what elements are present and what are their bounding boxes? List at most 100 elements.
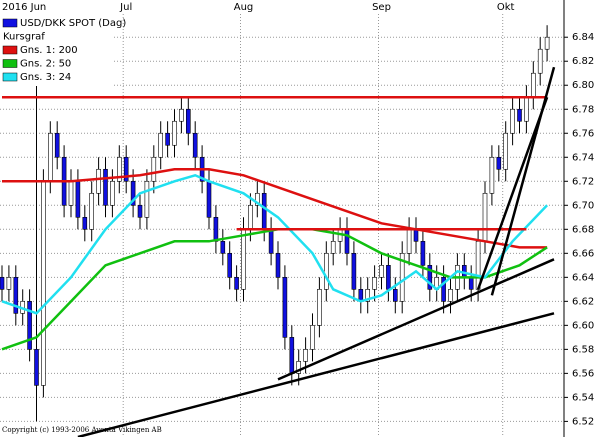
candle-body: [96, 168, 101, 194]
candle-body: [220, 241, 226, 254]
candle-body: [386, 265, 391, 290]
candle-body: [392, 289, 398, 302]
candle-body: [406, 229, 412, 254]
candle-body: [482, 192, 488, 242]
candle-body: [489, 156, 495, 194]
trend-line: [277, 258, 555, 381]
candle-body: [365, 289, 371, 302]
candle-body: [186, 108, 191, 134]
candle-body: [537, 48, 543, 74]
candle-body: [213, 216, 219, 242]
candle-body: [330, 241, 336, 254]
candle-body: [151, 156, 157, 182]
candle-body: [372, 277, 377, 290]
candle-body: [399, 253, 405, 302]
x-tick-label: Okt: [497, 2, 515, 13]
y-tick-label: 6.72: [572, 176, 594, 187]
x-tick-label: 2016 Jun: [2, 2, 46, 13]
y-tick-label: 6.60: [572, 320, 594, 331]
legend-label: Gns. 1: 200: [20, 45, 78, 56]
candle-body: [468, 277, 474, 290]
candle-body: [172, 120, 177, 146]
y-tick-label: 6.76: [572, 128, 594, 139]
candle-body: [137, 204, 143, 218]
candle-body: [117, 156, 122, 182]
y-tick-label: 6.62: [572, 296, 594, 307]
candle-body: [420, 241, 426, 266]
candle-body: [524, 96, 529, 122]
candle-body: [496, 156, 502, 170]
y-tick-label: 6.70: [572, 200, 594, 211]
candle-body: [179, 108, 184, 122]
candle-body: [34, 349, 39, 386]
x-tick-label: Sep: [372, 2, 391, 13]
candle-body: [261, 192, 267, 230]
candle-body: [227, 253, 232, 278]
legend-box: [0, 15, 112, 86]
trend-line: [77, 312, 555, 437]
candle-body: [517, 108, 522, 122]
candle-body: [6, 277, 12, 290]
candle-body: [54, 132, 60, 158]
y-tick-label: 6.56: [572, 368, 594, 379]
candle-body: [503, 132, 509, 170]
candle-body: [530, 72, 536, 98]
legend-label: Gns. 3: 24: [20, 72, 71, 83]
y-tick-label: 6.68: [572, 224, 594, 235]
candle-body: [427, 265, 433, 290]
candle-body: [289, 337, 295, 374]
y-tick-label: 6.82: [572, 56, 594, 67]
candle-body: [75, 180, 81, 218]
y-tick-label: 6.64: [572, 272, 594, 283]
candle-body: [192, 132, 198, 158]
candle-body: [275, 253, 281, 278]
x-tick-label: Jul: [119, 2, 132, 13]
candle-body: [82, 216, 88, 230]
candle-body: [544, 36, 550, 50]
candle-body: [441, 277, 446, 302]
candle-body: [123, 156, 129, 182]
moving-average: [1, 173, 549, 315]
candle-body: [110, 180, 115, 206]
candle-body: [0, 277, 5, 290]
candle-body: [296, 361, 302, 374]
y-tick-label: 6.84: [572, 32, 594, 43]
candle-body: [351, 253, 357, 290]
legend-swatch: [2, 45, 18, 55]
candle-body: [413, 229, 419, 242]
candle-body: [268, 229, 274, 254]
candle-body: [255, 192, 260, 206]
y-tick-label: 6.54: [572, 392, 594, 403]
candle-body: [165, 132, 170, 146]
candle-body: [158, 132, 163, 158]
candle-body: [206, 180, 212, 218]
candle-body: [41, 180, 46, 386]
legend-label: Gns. 2: 50: [20, 59, 71, 70]
y-tick-label: 6.80: [572, 80, 594, 91]
candle-body: [303, 349, 308, 362]
legend-swatch: [2, 59, 18, 68]
candle-body: [379, 265, 384, 278]
moving-average: [2, 168, 548, 249]
y-tick-label: 6.78: [572, 104, 594, 115]
y-tick-label: 6.52: [572, 416, 594, 427]
candle-body: [68, 180, 74, 206]
legend-label: USD/DKK SPOT (Dag): [20, 18, 126, 29]
candle-body: [234, 277, 239, 290]
candle-body: [248, 204, 253, 230]
candle-body: [13, 277, 19, 314]
trend-line: [476, 96, 549, 290]
candle-body: [344, 229, 350, 254]
candle-body: [310, 325, 315, 350]
candle-body: [144, 180, 150, 218]
y-tick-label: 6.66: [572, 248, 594, 259]
copyright: Copyright (c) 1993-2006 Aventa Vikingen …: [2, 426, 162, 434]
x-tick-label: Aug: [234, 2, 254, 13]
candle-body: [317, 289, 322, 326]
candle-body: [241, 229, 246, 290]
legend-swatch: [2, 18, 18, 28]
candle-body: [323, 253, 329, 290]
candle-body: [282, 277, 288, 338]
legend-label: Kursgraf: [3, 32, 45, 43]
